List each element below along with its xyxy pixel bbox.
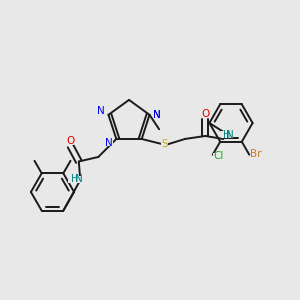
Bar [220,131,233,138]
Text: O: O [201,109,209,119]
Bar [153,111,161,118]
Text: N: N [226,130,234,140]
Text: Cl: Cl [213,151,223,161]
Bar [213,153,223,159]
Bar [250,151,261,157]
Bar [97,108,105,115]
Bar [68,176,81,183]
Bar [161,141,168,148]
Text: Br: Br [250,149,262,159]
Text: H: H [71,174,79,184]
Text: N: N [97,106,104,116]
Bar [67,138,74,145]
Text: N: N [75,174,83,184]
Text: O: O [66,136,74,146]
Bar [202,111,208,117]
Bar [153,111,161,118]
Text: H: H [223,130,230,140]
Bar [104,139,113,146]
Text: N: N [105,138,112,148]
Text: N: N [154,110,161,120]
Text: N: N [154,110,161,120]
Text: S: S [161,140,168,149]
